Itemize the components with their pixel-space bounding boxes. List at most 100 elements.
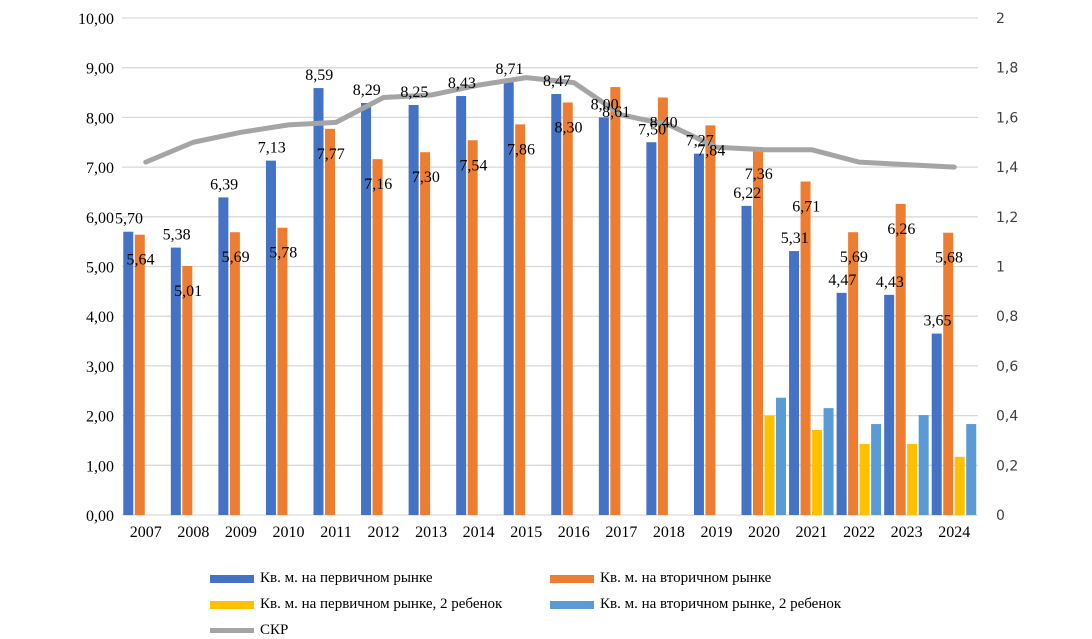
bar-primary-2child xyxy=(764,415,775,515)
y-left-tick-label: 3,00 xyxy=(86,359,114,376)
legend-swatch-secondary xyxy=(550,574,594,583)
data-label-primary: 4,43 xyxy=(876,274,904,291)
legend-item-primary-2child: Кв. м. на первичном рынке, 2 ребенок xyxy=(210,596,502,613)
bar-secondary-2child xyxy=(966,424,977,515)
x-tick-label: 2013 xyxy=(415,524,447,541)
bar-secondary-2child xyxy=(823,408,834,515)
y-left-tick-label: 2,00 xyxy=(86,409,114,426)
x-tick-label: 2008 xyxy=(177,524,209,541)
x-tick-label: 2020 xyxy=(748,524,780,541)
bar-primary xyxy=(884,294,895,515)
y-right-tick-label: 1,6 xyxy=(996,110,1018,126)
data-label-secondary: 5,01 xyxy=(174,283,202,300)
data-label-secondary: 7,77 xyxy=(317,146,345,163)
y-left-tick-label: 8,00 xyxy=(86,110,114,127)
data-label-secondary: 5,78 xyxy=(269,245,297,262)
data-label-primary: 8,71 xyxy=(495,61,523,78)
legend-swatch-skr xyxy=(210,628,254,633)
bar-primary xyxy=(313,88,324,516)
bar-secondary xyxy=(753,149,763,515)
bar-primary-2child xyxy=(859,443,870,515)
data-label-primary: 8,47 xyxy=(543,73,571,90)
data-label-primary: 7,27 xyxy=(686,133,714,150)
chart: 0,00 1,00 2,00 3,00 4,00 5,00 6,00 7,00 8,00 9,00… xyxy=(78,11,1018,541)
legend-item-primary: Кв. м. на первичном рынке xyxy=(210,570,433,587)
data-label-primary: 8,43 xyxy=(448,75,476,92)
bar-primary xyxy=(741,205,752,515)
y-right-tick-label: 2 xyxy=(996,11,1005,27)
legend-label-secondary: Кв. м. на вторичном рынке xyxy=(600,570,772,586)
bar-secondary xyxy=(420,152,431,515)
data-label-primary: 8,29 xyxy=(353,82,381,99)
x-tick-label: 2024 xyxy=(938,524,970,541)
y-left-tick-label: 10,00 xyxy=(78,11,114,28)
y-right-tick-label: 0,6 xyxy=(996,359,1018,375)
data-label-primary: 5,38 xyxy=(163,227,191,244)
x-tick-label: 2009 xyxy=(225,524,257,541)
bar-secondary xyxy=(800,181,811,515)
data-label-primary: 8,00 xyxy=(591,96,619,113)
bar-secondary xyxy=(467,140,478,515)
y-left-tick-label: 5,00 xyxy=(86,260,114,277)
legend-item-secondary-2child: Кв. м. на вторичном рынке, 2 ребенок xyxy=(550,596,841,613)
data-label-secondary: 7,30 xyxy=(412,169,440,186)
x-tick-label: 2018 xyxy=(653,524,685,541)
x-tick-label: 2022 xyxy=(843,524,875,541)
bar-primary xyxy=(361,102,372,515)
bar-secondary xyxy=(325,128,335,515)
data-label-primary: 6,39 xyxy=(210,176,238,193)
bar-primary xyxy=(456,96,467,516)
data-label-secondary: 6,26 xyxy=(887,221,915,238)
x-tick-label: 2012 xyxy=(368,524,400,541)
bar-primary xyxy=(265,160,276,515)
bar-primary xyxy=(646,142,657,515)
y-right-tick-label: 1,4 xyxy=(996,160,1018,176)
bar-secondary xyxy=(895,203,906,516)
bar-primary xyxy=(408,104,419,515)
data-label-secondary: 8,40 xyxy=(650,115,678,132)
y-left-tick-label: 7,00 xyxy=(86,160,114,177)
bar-secondary-2child xyxy=(871,424,882,515)
data-label-secondary: 7,54 xyxy=(459,157,487,174)
x-tick-label: 2015 xyxy=(510,524,542,541)
legend-label-secondary-2child: Кв. м. на вторичном рынке, 2 ребенок xyxy=(600,596,842,612)
bar-primary xyxy=(693,153,704,515)
data-label-primary: 3,65 xyxy=(923,313,951,330)
legend-swatch-primary xyxy=(210,574,254,583)
bar-secondary xyxy=(515,124,526,515)
x-tick-label: 2016 xyxy=(558,524,590,541)
data-label-primary: 8,25 xyxy=(400,84,428,101)
data-label-secondary: 7,36 xyxy=(745,166,773,183)
bar-secondary xyxy=(182,266,193,515)
y-left-tick-label: 4,00 xyxy=(86,309,114,326)
bar-secondary xyxy=(562,102,573,516)
bar-secondary xyxy=(848,232,859,515)
y-right-tick-label: 0,8 xyxy=(996,309,1018,325)
bar-secondary xyxy=(134,234,145,515)
data-label-secondary: 5,64 xyxy=(127,252,155,269)
bar-secondary xyxy=(277,227,288,515)
data-label-primary: 8,59 xyxy=(305,67,333,84)
data-label-secondary: 8,30 xyxy=(555,119,583,136)
y-left-tick-label: 9,00 xyxy=(86,61,114,78)
legend-swatch-secondary-2child xyxy=(550,600,594,609)
data-label-primary: 5,31 xyxy=(781,230,809,247)
y-right-tick-label: 1,2 xyxy=(996,210,1018,226)
bar-primary xyxy=(551,94,562,515)
legend-swatch-primary-2child xyxy=(210,600,254,609)
y-right-tick-label: 1 xyxy=(996,260,1005,276)
bar-primary xyxy=(503,82,514,515)
bar-primary xyxy=(598,117,609,516)
x-tick-label: 2010 xyxy=(272,524,304,541)
bar-secondary xyxy=(657,97,668,516)
bar-primary xyxy=(931,333,942,515)
y-left-tick-label: 1,00 xyxy=(86,458,114,475)
legend-item-secondary: Кв. м. на вторичном рынке xyxy=(550,570,771,587)
bar-primary xyxy=(170,247,181,515)
data-label-secondary: 5,69 xyxy=(222,249,250,266)
x-tick-label: 2019 xyxy=(700,524,732,541)
legend-label-skr: СКР xyxy=(260,622,289,638)
bar-secondary xyxy=(610,87,621,515)
y-left-tick-label: 6,00 xyxy=(86,210,114,227)
data-label-secondary: 6,71 xyxy=(792,199,820,216)
